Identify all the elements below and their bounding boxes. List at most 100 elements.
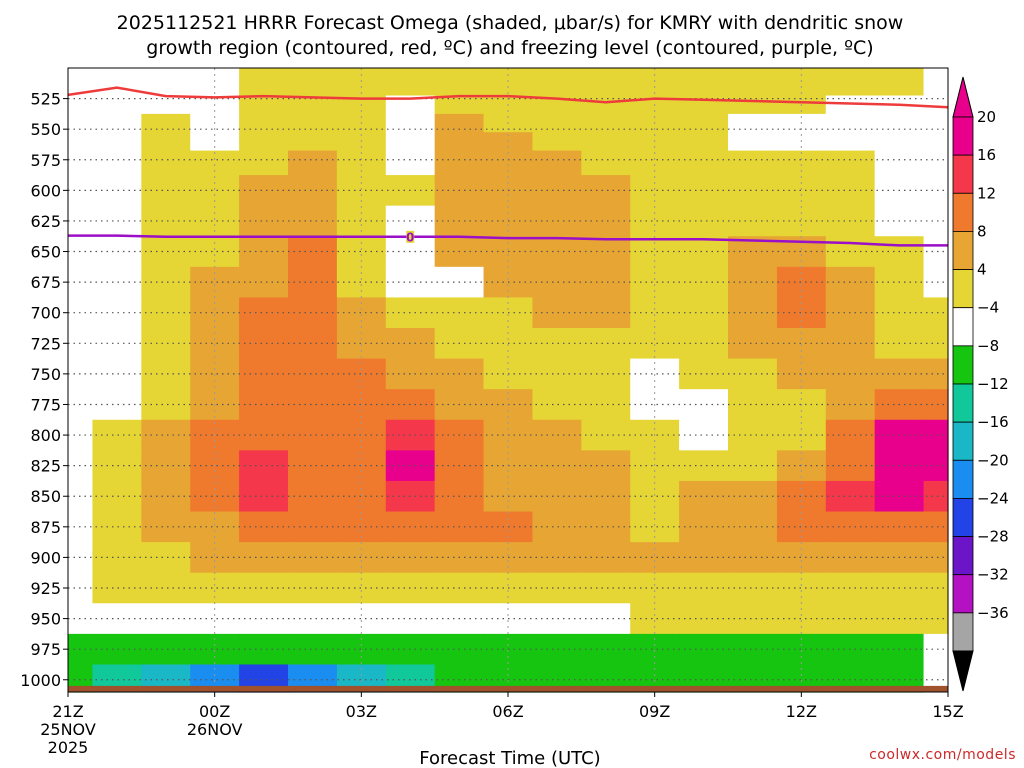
omega-cell [483,68,534,78]
omega-cell [141,450,191,482]
omega-cell [92,419,142,451]
omega-cell [385,419,436,451]
omega-cell [630,511,680,543]
omega-cell [92,480,142,513]
omega-cell [385,572,436,604]
omega-cell [239,358,289,390]
omega-cell [825,419,876,451]
omega-cell [239,542,289,574]
x-tick-year: 2025 [48,738,89,757]
omega-cell [239,389,289,421]
colorbar-bin [952,421,974,461]
omega-cell [68,68,94,78]
omega-cell [385,389,436,421]
omega-cell [581,450,631,482]
omega-cell [532,113,582,133]
omega-cell [190,572,240,604]
chart-title-line-1: 2025112521 HRRR Forecast Omega (shaded, … [117,12,904,34]
omega-cell [68,113,94,133]
omega-cell [532,68,582,78]
omega-cell [385,480,436,513]
omega-cell [825,266,876,299]
omega-cell [679,480,729,513]
omega-cell [630,603,680,635]
omega-cell [288,603,338,635]
omega-cell [68,266,94,299]
omega-cell [728,132,778,152]
omega-cell [239,297,289,329]
omega-cell [581,68,631,78]
omega-cell [825,175,876,207]
omega-cell [923,113,949,133]
x-tick-label: 21Z [52,702,83,721]
omega-cell [288,113,338,133]
omega-cell [141,419,191,451]
omega-cell [581,633,631,666]
omega-cell [923,633,949,666]
omega-cell [630,236,680,268]
omega-cell [630,266,680,299]
omega-cell [630,205,680,237]
y-tick-label: 875 [30,518,61,537]
omega-cell [288,68,338,78]
omega-cell [923,205,949,237]
omega-cell [532,633,582,666]
credit-text: coolwx.com/models [869,747,1016,763]
omega-cell [288,450,338,482]
omega-cell [728,68,778,78]
colorbar-label: 16 [977,146,996,164]
omega-cell [68,450,94,482]
omega-cell [288,266,338,299]
omega-cell [385,175,436,207]
omega-cell [532,419,582,451]
omega-cell [581,572,631,604]
omega-cell [923,150,949,176]
omega-cell [288,297,338,329]
omega-cell [532,328,582,360]
plot-area: 0 [67,67,949,693]
omega-cell [923,572,949,604]
colorbar-bin [952,231,974,270]
omega-cell [581,266,631,299]
omega-cell [68,480,94,513]
omega-cell [532,358,582,390]
omega-cell [68,542,94,574]
omega-cell [581,175,631,207]
omega-cell [825,132,876,152]
omega-cell [288,95,338,115]
omega-cell [728,175,778,207]
colorbar-top-arrow [952,76,974,118]
omega-cell [581,542,631,574]
omega-cell [92,113,142,133]
omega-cell [532,511,582,543]
y-tick-label: 575 [30,151,61,170]
omega-cell [190,68,240,78]
omega-cell [190,266,240,299]
omega-cell [92,633,142,666]
omega-cell [923,77,949,97]
omega-cell [728,77,778,97]
omega-cell [776,68,827,78]
omega-cell [679,205,729,237]
omega-cell [630,68,680,78]
omega-cell [825,68,876,78]
colorbar-label: −8 [977,337,999,355]
omega-cell [923,95,949,115]
omega-cell [532,205,582,237]
omega-cell [92,450,142,482]
omega-cell [288,572,338,604]
omega-cell [825,572,876,604]
omega-cell [728,150,778,176]
omega-cell [728,328,778,360]
omega-cell [141,633,191,666]
omega-cell [728,95,778,115]
omega-cell [288,633,338,666]
omega-cell [679,266,729,299]
grid-lines [67,68,949,692]
y-tick-label: 625 [30,212,61,231]
omega-cell [92,297,142,329]
omega-cell [874,132,925,152]
omega-cell [68,328,94,360]
omega-cell [679,150,729,176]
